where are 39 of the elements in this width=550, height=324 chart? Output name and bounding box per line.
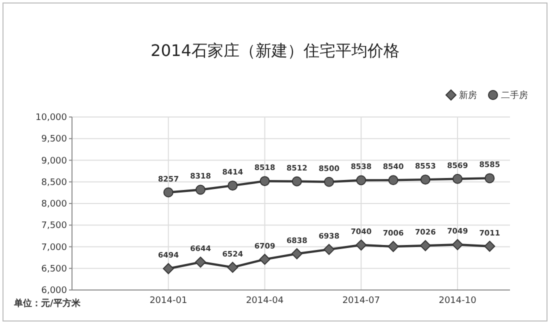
point xyxy=(452,174,463,184)
x-tick-label: 2014-10 xyxy=(438,296,477,306)
text: 单位：元/平方米 xyxy=(13,298,82,309)
y-tick-label: 8,000 xyxy=(41,200,68,210)
point xyxy=(259,254,270,265)
y-tick-label: 7,000 xyxy=(41,242,68,253)
point xyxy=(452,239,464,250)
point xyxy=(356,240,367,251)
y-tick-label: 7,500 xyxy=(41,221,68,232)
point xyxy=(163,187,174,198)
y-tick-label: 6,000 xyxy=(41,286,68,296)
point xyxy=(196,184,206,195)
point xyxy=(162,263,174,274)
y-tick-label: 9,000 xyxy=(41,156,68,166)
point xyxy=(420,240,431,252)
y-tick-label: 10,000 xyxy=(36,113,68,123)
chart-title: 2014石家庄（新建）住宅平均价格 xyxy=(150,41,400,60)
y-tick-label: 6,500 xyxy=(41,264,68,274)
x-tick-label: 2014-04 xyxy=(246,296,284,306)
point xyxy=(484,173,495,184)
y-tick-label: 9,500 xyxy=(41,134,68,145)
point xyxy=(228,180,238,191)
point xyxy=(227,262,238,273)
x-tick-label: 2014-07 xyxy=(342,296,380,306)
point xyxy=(292,176,302,186)
y-tick-label: 8,500 xyxy=(41,178,68,188)
legend-label: 二手房 xyxy=(501,90,528,101)
point xyxy=(324,176,334,187)
point xyxy=(291,248,302,260)
point xyxy=(388,240,399,252)
legend-label: 新房 xyxy=(459,90,477,101)
point xyxy=(260,176,270,186)
x-tick-label: 2014-01 xyxy=(150,296,188,306)
point xyxy=(484,240,496,252)
point xyxy=(420,174,430,185)
point xyxy=(388,175,398,186)
point xyxy=(356,175,366,186)
point xyxy=(195,256,206,268)
point xyxy=(324,244,335,255)
